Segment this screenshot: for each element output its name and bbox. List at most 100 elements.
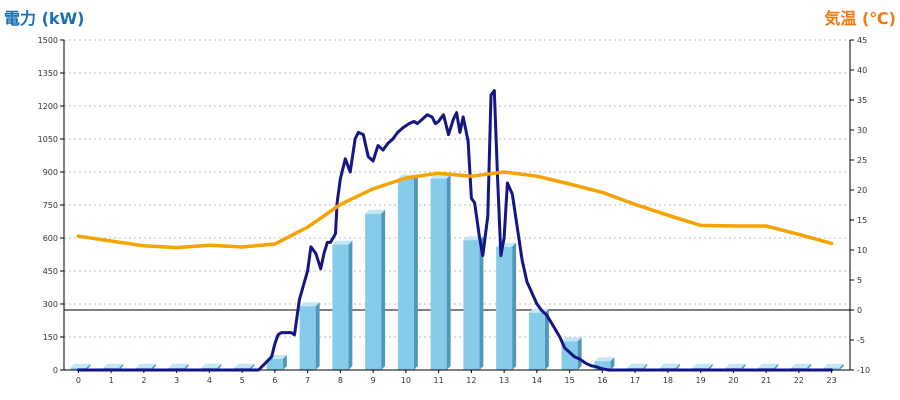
x-tick-label: 3 (174, 376, 179, 385)
bar-top (201, 363, 222, 368)
x-tick-label: 9 (371, 376, 376, 385)
left-tick-label: 900 (43, 168, 58, 177)
x-tick-label: 18 (663, 376, 673, 385)
left-tick-label: 750 (43, 201, 58, 210)
bar-side (315, 302, 320, 370)
bar-side (119, 363, 124, 370)
x-tick-label: 12 (466, 376, 476, 385)
bar-top (135, 363, 156, 368)
bar-top (758, 363, 779, 368)
temperature-line (76, 170, 834, 250)
bar-side (446, 174, 451, 370)
bar-side (86, 363, 91, 370)
bar-side (381, 209, 386, 370)
bar-side (839, 363, 844, 370)
right-tick-label: 0 (857, 306, 862, 315)
bar-top (659, 363, 680, 368)
x-tick-label: 19 (696, 376, 706, 385)
left-tick-label: 450 (43, 267, 58, 276)
x-tick-label: 10 (401, 376, 411, 385)
right-tick-label: 45 (857, 36, 867, 45)
bar-top (430, 174, 451, 179)
right-tick-label: 15 (857, 216, 867, 225)
bar-top (692, 363, 713, 368)
bar-side (741, 363, 746, 370)
bar-side (512, 242, 517, 370)
x-tick-label: 1 (109, 376, 114, 385)
bar (332, 244, 349, 370)
left-tick-label: 1050 (38, 135, 58, 144)
bar-top (332, 240, 353, 245)
bar-side (348, 240, 353, 370)
x-tick-label: 22 (794, 376, 804, 385)
bar (365, 213, 382, 370)
bar-side (151, 363, 156, 370)
left-tick-label: 1350 (38, 69, 58, 78)
x-tick-label: 8 (338, 376, 343, 385)
bar-top (299, 302, 320, 307)
bar-side (413, 174, 418, 370)
left-tick-label: 600 (43, 234, 58, 243)
bar-top (234, 363, 255, 368)
bar (266, 359, 283, 370)
x-tick-label: 7 (305, 376, 310, 385)
x-tick-label: 0 (76, 376, 81, 385)
bar-side (217, 363, 222, 370)
right-tick-label: 35 (857, 96, 867, 105)
x-tick-label: 20 (728, 376, 738, 385)
bar-top (365, 209, 386, 214)
x-tick-label: 14 (532, 376, 542, 385)
bar-top (561, 337, 582, 342)
bar-side (774, 363, 779, 370)
x-tick-label: 4 (207, 376, 212, 385)
x-tick-label: 16 (597, 376, 607, 385)
bar (430, 178, 447, 370)
bar-side (806, 363, 811, 370)
bar-side (544, 308, 549, 370)
right-tick-label: 40 (857, 66, 867, 75)
right-tick-label: 30 (857, 126, 867, 135)
bar-side (675, 363, 680, 370)
bar-top (168, 363, 189, 368)
right-tick-label: 20 (857, 186, 867, 195)
left-tick-label: 1200 (38, 102, 58, 111)
bar (397, 178, 414, 370)
x-tick-label: 13 (499, 376, 509, 385)
right-tick-label: -10 (857, 366, 870, 375)
bar-top (823, 363, 844, 368)
bar-top (70, 363, 91, 368)
bar-side (479, 236, 484, 370)
right-tick-label: 5 (857, 276, 862, 285)
left-tick-label: 0 (53, 366, 58, 375)
bar-top (790, 363, 811, 368)
x-tick-label: 11 (434, 376, 444, 385)
right-axis-title: 気温 (℃) (824, 9, 896, 28)
bar-side (184, 363, 189, 370)
right-tick-label: 10 (857, 246, 867, 255)
bar (594, 361, 611, 370)
bar (463, 240, 480, 370)
bar-side (282, 355, 287, 370)
bar (496, 246, 513, 370)
power-line (76, 89, 834, 372)
x-tick-label: 21 (761, 376, 771, 385)
right-tick-label: -5 (857, 336, 865, 345)
right-tick-label: 25 (857, 156, 867, 165)
left-tick-label: 300 (43, 300, 58, 309)
x-tick-label: 6 (272, 376, 277, 385)
bar-side (577, 337, 582, 370)
bar-top (594, 357, 615, 362)
bar-side (610, 357, 615, 370)
x-tick-label: 23 (827, 376, 837, 385)
bar (528, 312, 545, 370)
x-tick-label: 15 (565, 376, 575, 385)
x-tick-label: 17 (630, 376, 640, 385)
left-axis-title: 電力 (kW) (4, 9, 85, 28)
left-tick-label: 150 (43, 333, 58, 342)
bar-top (627, 363, 648, 368)
bar (299, 306, 316, 370)
bar-side (708, 363, 713, 370)
x-tick-label: 2 (141, 376, 146, 385)
